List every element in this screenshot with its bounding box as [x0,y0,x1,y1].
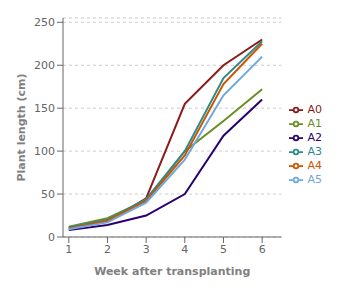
svg-text:50: 50 [41,188,55,201]
html-text:A1: A1 [307,117,322,130]
html-text:A3: A3 [307,145,322,158]
html-text:A0: A0 [307,103,322,116]
svg-text:150: 150 [34,102,55,115]
svg-text:6: 6 [259,243,266,256]
svg-text:2: 2 [104,243,111,256]
html-text:A5: A5 [307,173,322,186]
svg-text:250: 250 [34,16,55,29]
svg-text:200: 200 [34,59,55,72]
svg-text:3: 3 [143,243,150,256]
svg-text:0: 0 [48,231,55,244]
svg-text:100: 100 [34,145,55,158]
svg-text:1: 1 [65,243,72,256]
html-text:A4: A4 [307,159,322,172]
svg-text:Plant length (cm): Plant length (cm) [15,73,28,181]
svg-text:5: 5 [220,243,227,256]
html-text:A2: A2 [307,131,322,144]
svg-text:4: 4 [181,243,188,256]
svg-text:Week after transplanting: Week after transplanting [94,265,250,278]
